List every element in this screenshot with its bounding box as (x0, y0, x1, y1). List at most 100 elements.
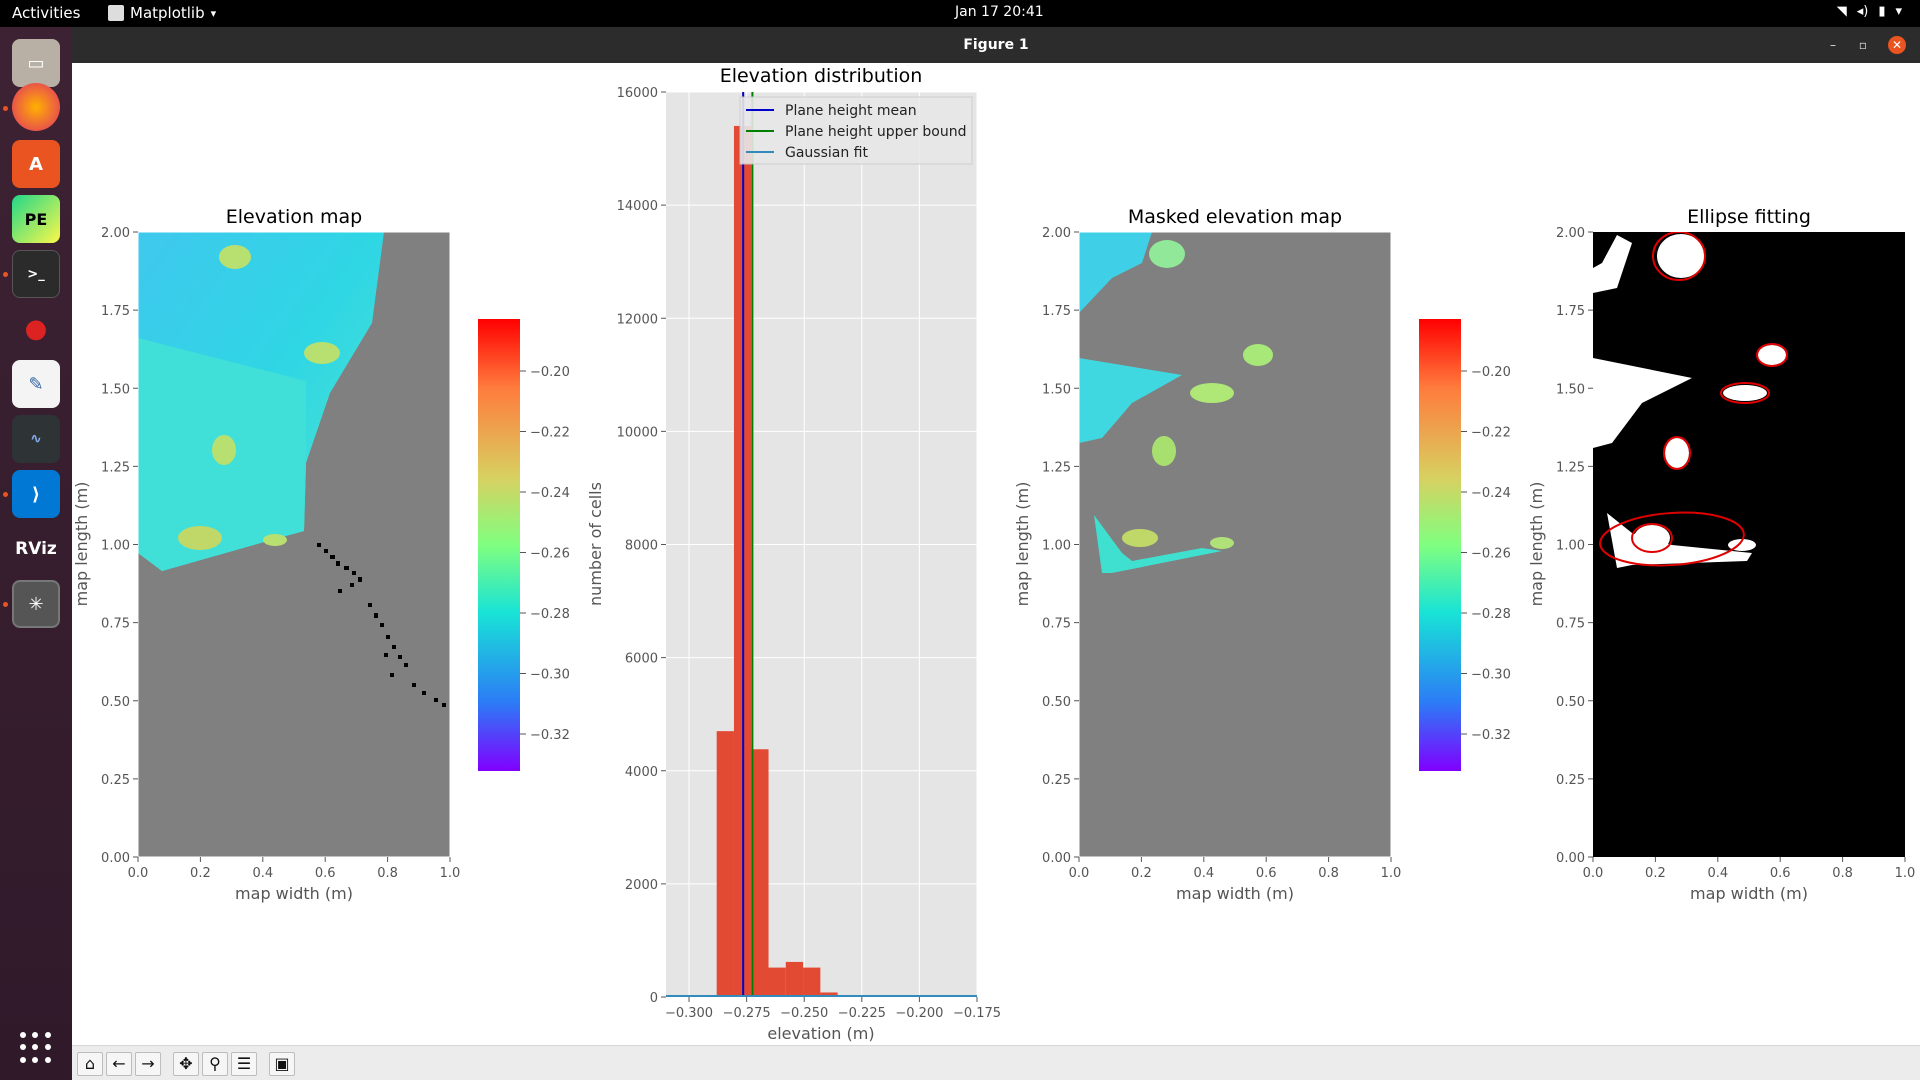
close-icon[interactable]: ✕ (1888, 36, 1906, 54)
masked-map-title: Masked elevation map (1128, 206, 1342, 228)
ellipse-outline (1652, 232, 1706, 281)
x-tick-label: 0.8 (1832, 866, 1853, 881)
x-tick-label: 0.4 (1707, 866, 1728, 881)
terminal-icon[interactable]: >_ (12, 250, 60, 298)
x-tick-label: 1.0 (1381, 866, 1402, 881)
x-tick-label: −0.275 (723, 1006, 771, 1021)
minimize-icon[interactable]: – (1830, 38, 1836, 52)
software-icon[interactable]: A (12, 140, 60, 188)
y-tick-label: 14000 (617, 199, 658, 214)
rviz-icon[interactable]: RViz (15, 539, 57, 559)
y-tick-label: 0 (650, 991, 658, 1006)
window-titlebar[interactable]: Figure 1 – ▫ ✕ (72, 27, 1920, 63)
home-icon[interactable]: ⌂ (77, 1052, 103, 1076)
histogram-bar (820, 992, 838, 997)
binary-mask-regions (1593, 234, 1786, 568)
y-tick-label: 0.75 (1042, 617, 1071, 632)
colorbar-tick-label: −0.22 (530, 426, 570, 441)
elevation-distribution-title: Elevation distribution (720, 65, 923, 87)
clock[interactable]: Jan 17 20:41 (955, 4, 1044, 20)
files-icon[interactable]: ▭ (12, 39, 60, 87)
histogram-bar (785, 961, 804, 997)
top-bar: Activities Matplotlib ▾ Jan 17 20:41 ◥ ◂… (0, 0, 1920, 27)
colorbar-tick-label: −0.28 (1471, 607, 1511, 622)
ellipse-fitting-axes: Ellipse fitting 0.00 0.25 (1527, 206, 1915, 903)
elevation-map-title: Elevation map (226, 206, 363, 228)
histogram-bar (716, 731, 734, 997)
pan-icon[interactable]: ✥ (173, 1052, 199, 1076)
save-icon[interactable]: ▣ (269, 1052, 295, 1076)
x-tick-label: −0.250 (780, 1006, 828, 1021)
text-editor-icon[interactable]: ✎ (12, 360, 60, 408)
configure-icon[interactable]: ☰ (231, 1052, 257, 1076)
matplotlib-icon[interactable]: ✳ (12, 580, 60, 628)
system-tray[interactable]: ◥ ◂) ▮ ▾ (1837, 4, 1902, 19)
x-tick-label: 0.0 (128, 866, 149, 881)
histogram-bar (768, 967, 786, 997)
system-monitor-icon[interactable]: ∿ (12, 415, 60, 463)
app-menu-label: Matplotlib (130, 4, 205, 22)
y-tick-label: 0.50 (1556, 695, 1585, 710)
figure-canvas[interactable]: Elevation map (72, 63, 1920, 1045)
bug-icon[interactable]: ● (24, 314, 48, 344)
colorbar-tick-label: −0.26 (1471, 547, 1511, 562)
ellipse-fitting-title: Ellipse fitting (1687, 206, 1811, 228)
colorbar-tick-label: −0.20 (530, 365, 570, 380)
y-tick-label: 2.00 (1042, 226, 1071, 241)
x-tick-label: 0.2 (1131, 866, 1152, 881)
firefox-icon[interactable] (12, 83, 60, 131)
running-indicator (3, 272, 8, 277)
masked-map-image (1079, 232, 1391, 857)
elevation-distribution-axes: Elevation distribution 0 2000 4000 6000 8000… (586, 65, 1001, 1043)
volume-icon: ◂) (1856, 4, 1869, 19)
y-tick-label: 0.25 (101, 773, 130, 788)
show-applications-button[interactable] (20, 1032, 52, 1064)
pycharm-icon[interactable]: PE (12, 195, 60, 243)
fitted-ellipses (1599, 232, 1788, 567)
histogram-bar (803, 967, 821, 997)
back-icon[interactable]: ← (106, 1052, 132, 1076)
masked-map-ylabel: map length (m) (1013, 482, 1032, 607)
colorbar-gradient (478, 319, 520, 771)
y-tick-label: 1.75 (1556, 304, 1585, 319)
colorbar-tick-label: −0.26 (530, 547, 570, 562)
y-tick-label: 0.00 (101, 851, 130, 866)
elevation-map-xlabel: map width (m) (235, 884, 353, 903)
y-tick-label: 1.75 (101, 304, 130, 319)
x-tick-label: 0.2 (1645, 866, 1666, 881)
y-tick-label: 8000 (625, 539, 658, 554)
vscode-icon[interactable]: ⟩ (12, 470, 60, 518)
x-tick-label: 1.0 (440, 866, 461, 881)
app-menu[interactable]: Matplotlib ▾ (108, 4, 216, 22)
x-tick-label: −0.200 (895, 1006, 943, 1021)
y-tick-label: 0.00 (1042, 851, 1071, 866)
masked-map-colorbar: −0.20 −0.22 −0.24 −0.26 −0.28 −0.30 −0.32 (1419, 319, 1511, 771)
histogram-bar (751, 749, 769, 997)
colorbar-tick-label: −0.24 (1471, 486, 1511, 501)
masked-elevation-map-axes: Masked elevation map 0.00 0.25 0.50 0.75 1.0… (1013, 206, 1401, 903)
y-tick-label: 2000 (625, 878, 658, 893)
activities-button[interactable]: Activities (12, 4, 81, 22)
legend-box (739, 96, 973, 165)
masked-map-regions (1079, 232, 1273, 573)
figure-svg[interactable]: Elevation map (72, 63, 1920, 1045)
forward-icon[interactable]: → (135, 1052, 161, 1076)
maximize-icon[interactable]: ▫ (1858, 38, 1868, 52)
ellipse-fitting-ylabel: map length (m) (1527, 482, 1546, 607)
ellipse-outline (1631, 523, 1673, 553)
ellipse-outline (1599, 511, 1745, 567)
colorbar-tick-label: −0.30 (530, 668, 570, 683)
y-tick-label: 1.75 (1042, 304, 1071, 319)
x-tick-label: 0.6 (315, 866, 336, 881)
x-tick-label: 0.6 (1770, 866, 1791, 881)
y-tick-label: 10000 (617, 425, 658, 440)
x-tick-label: 0.0 (1069, 866, 1090, 881)
x-tick-label: 0.0 (1583, 866, 1604, 881)
y-tick-label: 1.25 (1042, 460, 1071, 475)
zoom-icon[interactable]: ⚲ (202, 1052, 228, 1076)
y-tick-label: 0.00 (1556, 851, 1585, 866)
elevation-map-ylabel: map length (m) (72, 482, 91, 607)
y-tick-label: 1.50 (1556, 382, 1585, 397)
colorbar-tick-label: −0.22 (1471, 426, 1511, 441)
x-tick-label: 0.8 (377, 866, 398, 881)
